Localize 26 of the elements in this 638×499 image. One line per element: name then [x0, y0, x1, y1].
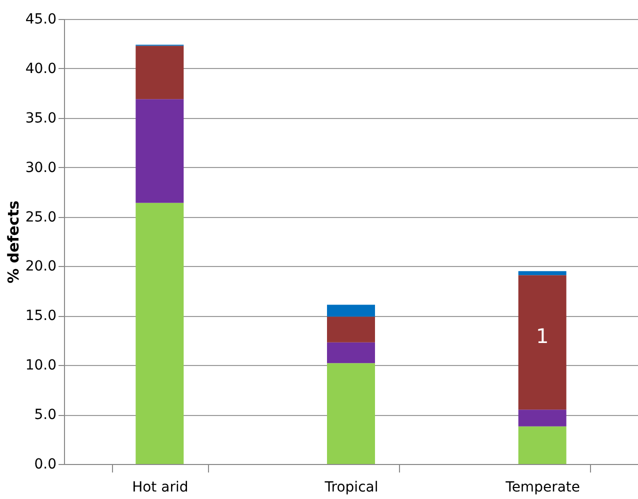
y-tick-label: 35.0 [25, 110, 56, 126]
y-tick-label: 0.0 [34, 456, 56, 472]
y-tick-label: 40.0 [25, 60, 56, 77]
bar [327, 363, 375, 464]
y-axis-title: % defects [4, 200, 22, 284]
bar [327, 316, 375, 342]
y-tick-label: 15.0 [25, 308, 56, 324]
x-tick-label: Temperate [504, 480, 580, 496]
bar [327, 304, 375, 317]
bar [136, 99, 184, 203]
y-tick-label: 25.0 [25, 209, 56, 226]
bar [136, 202, 184, 464]
y-tick-label: 20.0 [25, 258, 56, 275]
x-tick-label: Tropical [324, 480, 378, 496]
y-tick-label: 30.0 [25, 160, 56, 176]
bar [518, 426, 566, 464]
y-tick-label: 5.0 [34, 407, 56, 424]
bar [518, 275, 566, 410]
bar [518, 271, 566, 276]
bar [136, 46, 184, 100]
bar [518, 410, 566, 426]
y-tick-label: 45.0 [25, 12, 56, 28]
y-tick-label: 10.0 [25, 358, 56, 374]
x-tick-label: Hot arid [132, 480, 188, 496]
bar [327, 342, 375, 364]
annotation: 1 [536, 324, 549, 348]
